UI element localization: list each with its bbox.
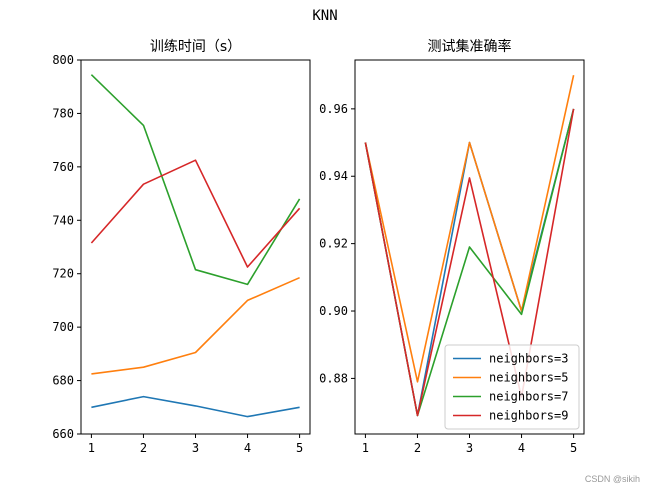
legend: neighbors=3 neighbors=5 neighbors=7 neighbo… (444, 344, 580, 430)
y-tick-label: 660 (52, 427, 74, 441)
y-tick-label: 800 (52, 53, 74, 67)
training-time-chart: 训练时间（s） 660 680 700 720 740 760 780 800 1 2 3 4 5 (52, 39, 311, 455)
series-line-neighbors=5 (364, 75, 575, 383)
x-tick-label: 3 (192, 441, 199, 455)
x-tick-label: 2 (140, 441, 147, 455)
legend-label: neighbors=9 (489, 409, 568, 423)
x-tick-label: 4 (244, 441, 251, 455)
x-tick-label: 1 (88, 441, 95, 455)
test-accuracy-chart: 测试集准确率 0.88 0.90 0.92 0.94 0.96 1 2 3 4 5 neighbors… (319, 38, 585, 455)
y-tick-label: 780 (52, 106, 74, 120)
chart-title: 训练时间（s） (150, 39, 241, 55)
x-tick-label: 5 (570, 441, 577, 455)
series-line-neighbors=9 (364, 108, 575, 417)
y-tick-label: 700 (52, 320, 74, 334)
y-tick-label: 0.94 (319, 169, 348, 183)
legend-label: neighbors=3 (489, 352, 568, 366)
x-tick-label: 3 (466, 441, 473, 455)
y-tick-label: 720 (52, 267, 74, 281)
legend-label: neighbors=7 (489, 390, 568, 404)
plot-frame (80, 59, 311, 435)
y-tick-label: 0.90 (319, 304, 348, 318)
y-tick-label: 0.92 (319, 237, 348, 251)
watermark: CSDN @sikih (585, 474, 640, 484)
y-tick-label: 680 (52, 374, 74, 388)
x-tick-label: 2 (414, 441, 421, 455)
series-line-neighbors=3 (91, 395, 300, 418)
series-line-neighbors=5 (91, 276, 300, 375)
chart-title: 测试集准确率 (428, 38, 512, 55)
x-tick-label: 5 (296, 441, 303, 455)
series-line-neighbors=7 (90, 74, 301, 286)
y-tick-label: 0.96 (319, 102, 348, 116)
y-tick-label: 740 (52, 213, 74, 227)
legend-box (444, 344, 580, 430)
y-tick-label: 760 (52, 160, 74, 174)
y-tick-label: 0.88 (319, 371, 348, 385)
figure-suptitle: KNN (312, 8, 337, 24)
legend-label: neighbors=5 (489, 371, 568, 385)
x-tick-label: 4 (518, 441, 525, 455)
x-tick-label: 1 (362, 441, 369, 455)
series-line-neighbors=9 (90, 159, 301, 268)
